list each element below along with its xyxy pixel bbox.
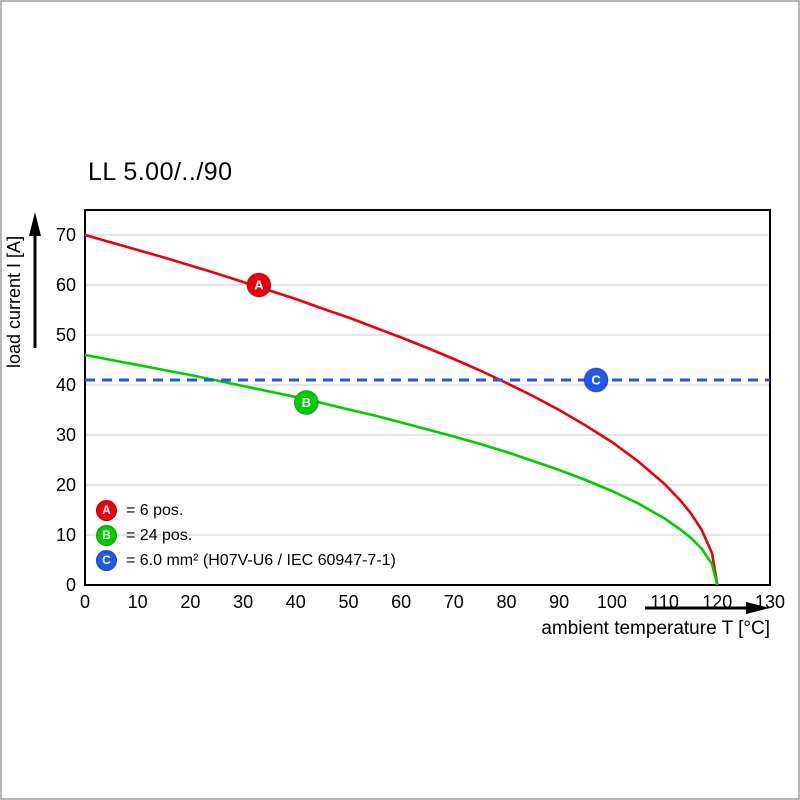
chart-title: LL 5.00/../90 [88,158,233,186]
legend: A = 6 pos. B = 24 pos. C = 6.0 mm² (H07V… [96,500,396,575]
legend-marker-c-icon: C [96,550,117,571]
x-tick-label-50: 50 [338,592,358,612]
marker-A-icon [246,272,272,298]
x-tick-label-60: 60 [391,592,411,612]
y-axis-label: load current I [A] [4,235,24,368]
legend-label-c: = 6.0 mm² (H07V-U6 / IEC 60947-7-1) [126,551,396,569]
legend-item-b: B = 24 pos. [96,525,396,546]
x-axis-label: ambient temperature T [°C] [541,618,770,639]
x-tick-label-10: 10 [128,592,148,612]
legend-marker-a-icon: A [96,500,117,521]
legend-marker-b-icon: B [96,525,117,546]
x-tick-label-20: 20 [180,592,200,612]
marker-B-icon [293,390,319,415]
x-tick-label-40: 40 [286,592,306,612]
y-tick-label-20: 20 [56,475,76,495]
x-tick-label-90: 90 [549,592,569,612]
legend-label-a: = 6 pos. [126,501,184,519]
x-axis-arrow-icon [746,602,770,614]
series-line-A [84,233,719,586]
legend-item-c: C = 6.0 mm² (H07V-U6 / IEC 60947-7-1) [96,550,396,571]
y-tick-label-40: 40 [56,375,76,395]
x-tick-label-30: 30 [233,592,253,612]
series-line-B [84,353,719,586]
x-tick-label-0: 0 [80,592,90,612]
y-tick-label-10: 10 [56,525,76,545]
y-axis-arrow-icon [29,212,41,236]
y-tick-label-50: 50 [56,325,76,345]
marker-label-A: A [254,278,264,293]
marker-C-icon [583,367,609,393]
y-tick-label-30: 30 [56,425,76,445]
legend-label-b: = 24 pos. [126,526,193,544]
y-tick-label-70: 70 [56,225,76,245]
plot-border [84,209,771,586]
x-tick-label-80: 80 [496,592,516,612]
x-tick-label-70: 70 [444,592,464,612]
x-tick-label-100: 100 [597,592,627,612]
legend-item-a: A = 6 pos. [96,500,396,521]
y-tick-label-60: 60 [56,275,76,295]
marker-label-C: C [591,373,601,388]
y-tick-label-0: 0 [66,575,76,595]
marker-label-B: B [302,395,311,410]
